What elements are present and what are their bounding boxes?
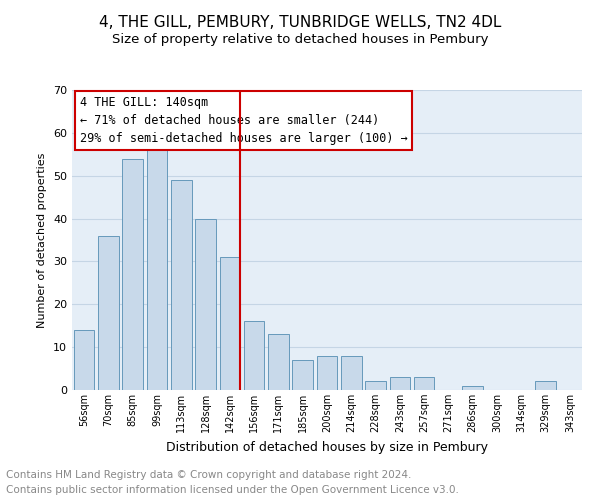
Bar [317,356,337,390]
Bar [171,180,191,390]
Y-axis label: Number of detached properties: Number of detached properties [37,152,47,328]
Text: Contains public sector information licensed under the Open Government Licence v3: Contains public sector information licen… [6,485,459,495]
Bar [341,356,362,390]
Bar [195,218,216,390]
Bar [98,236,119,390]
Bar [365,382,386,390]
Bar [244,322,265,390]
Bar [268,334,289,390]
Bar [292,360,313,390]
Bar [74,330,94,390]
Bar [122,158,143,390]
X-axis label: Distribution of detached houses by size in Pembury: Distribution of detached houses by size … [166,440,488,454]
Bar [220,257,240,390]
Bar [463,386,483,390]
Bar [389,377,410,390]
Text: 4 THE GILL: 140sqm
← 71% of detached houses are smaller (244)
29% of semi-detach: 4 THE GILL: 140sqm ← 71% of detached hou… [80,96,407,145]
Text: 4, THE GILL, PEMBURY, TUNBRIDGE WELLS, TN2 4DL: 4, THE GILL, PEMBURY, TUNBRIDGE WELLS, T… [99,15,501,30]
Bar [146,146,167,390]
Bar [414,377,434,390]
Bar [535,382,556,390]
Text: Size of property relative to detached houses in Pembury: Size of property relative to detached ho… [112,32,488,46]
Text: Contains HM Land Registry data © Crown copyright and database right 2024.: Contains HM Land Registry data © Crown c… [6,470,412,480]
